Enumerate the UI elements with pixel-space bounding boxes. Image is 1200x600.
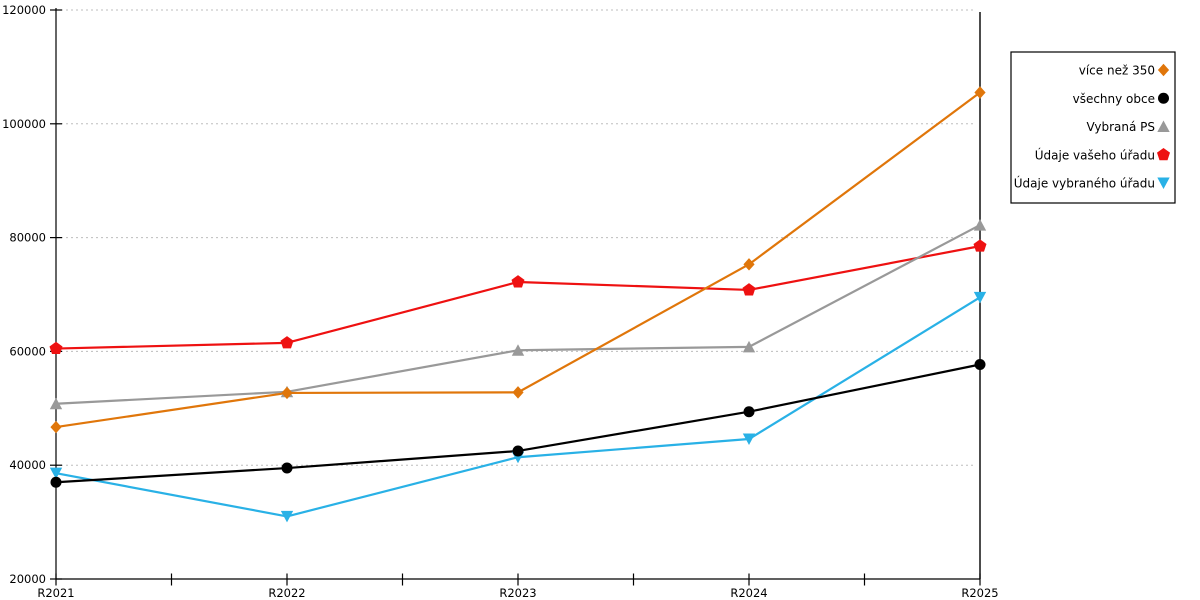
legend-label: Údaje vašeho úřadu (1035, 147, 1155, 162)
data-point (743, 258, 755, 271)
data-point (973, 239, 987, 252)
data-point (973, 219, 987, 231)
legend-marker-diamond-icon (1157, 63, 1170, 77)
y-axis-label: 80000 (9, 231, 46, 245)
data-point (742, 433, 756, 446)
data-point (974, 358, 986, 370)
data-point (50, 420, 62, 434)
y-axis-label: 120000 (2, 3, 46, 17)
legend-label: více než 350 (1079, 64, 1155, 78)
data-point (50, 476, 62, 488)
data-point (280, 510, 294, 523)
data-point (973, 291, 987, 304)
legend-marker-pentagon-icon (1157, 147, 1170, 161)
data-point (281, 462, 293, 474)
legend-marker-triangle-down-icon (1157, 177, 1170, 189)
data-point (512, 445, 524, 457)
data-point (49, 341, 63, 355)
legend-label: Údaje vybraného úřadu (1014, 176, 1155, 191)
legend-box (1010, 51, 1176, 204)
legend-marker-circle-icon (1158, 92, 1169, 104)
legend-label: všechny obce (1073, 92, 1155, 106)
x-axis-label: R2023 (499, 586, 536, 600)
data-point (742, 340, 756, 353)
y-axis-label: 60000 (9, 344, 46, 358)
x-axis-label: R2022 (268, 586, 305, 600)
data-point (49, 397, 63, 410)
legend-label: Vybraná PS (1086, 120, 1155, 134)
x-axis-label: R2021 (37, 586, 74, 600)
x-axis-label: R2024 (730, 586, 767, 600)
data-point (511, 275, 525, 288)
x-axis-label: R2025 (961, 586, 998, 600)
data-point (280, 336, 294, 349)
y-axis-label: 100000 (2, 117, 46, 131)
data-point (742, 283, 756, 296)
legend-marker-triangle-up-icon (1157, 120, 1170, 132)
y-axis-label: 40000 (9, 458, 46, 472)
data-point (49, 467, 63, 480)
data-point (281, 386, 293, 400)
data-point (512, 386, 524, 399)
data-point (974, 86, 986, 99)
data-point (511, 344, 525, 356)
y-axis-label: 20000 (9, 572, 46, 586)
data-point (743, 406, 755, 418)
